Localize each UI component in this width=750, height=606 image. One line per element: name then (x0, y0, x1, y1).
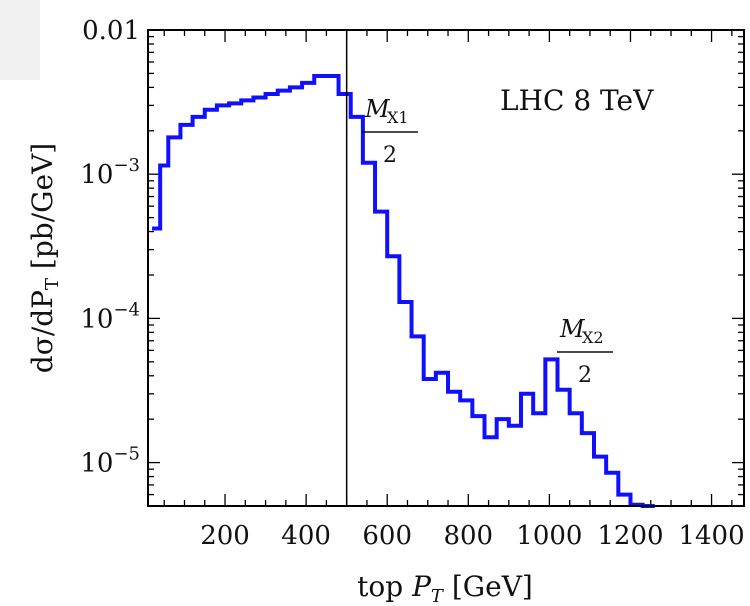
y-tick-label: 10−4 (80, 299, 140, 334)
corner-shade (0, 0, 40, 80)
x-tick-labels: 200 400 600 800 1000 1200 1400 (200, 521, 744, 551)
mass-label-x2-var: M (559, 315, 586, 343)
x-tick-label: 1400 (678, 521, 744, 551)
mass-label-x1-den: 2 (383, 143, 397, 168)
x-tick-label: 200 (200, 521, 250, 551)
series-step-line (152, 73, 655, 508)
x-tick-label: 400 (281, 521, 331, 551)
series-layer (152, 73, 655, 508)
mass-label-x2: M X2 2 (557, 315, 613, 388)
plot-frame (147, 29, 745, 507)
y-tick-labels: 0.01 10−3 10−4 10−5 (80, 16, 140, 479)
mass-label-x2-sub: X2 (582, 328, 604, 347)
y-tick-label: 0.01 (82, 16, 140, 46)
y-tick-label: 10−5 (80, 444, 140, 479)
mass-label-x1: M X1 2 (362, 95, 418, 168)
y-tick-label: 10−3 (80, 155, 140, 190)
x-tick-label: 800 (443, 521, 493, 551)
mass-label-x2-den: 2 (578, 363, 592, 388)
x-tick-label: 1200 (597, 521, 663, 551)
mass-label-x1-var: M (364, 95, 391, 123)
x-tick-label: 600 (362, 521, 412, 551)
mass-label-x1-sub: X1 (387, 108, 409, 127)
x-tick-label: 1000 (516, 521, 582, 551)
x-axis-title: top PT [GeV] (357, 570, 533, 606)
y-axis-title: dσ/dPT [pb/GeV] (26, 143, 63, 373)
annotation-label: LHC 8 TeV (500, 84, 654, 117)
